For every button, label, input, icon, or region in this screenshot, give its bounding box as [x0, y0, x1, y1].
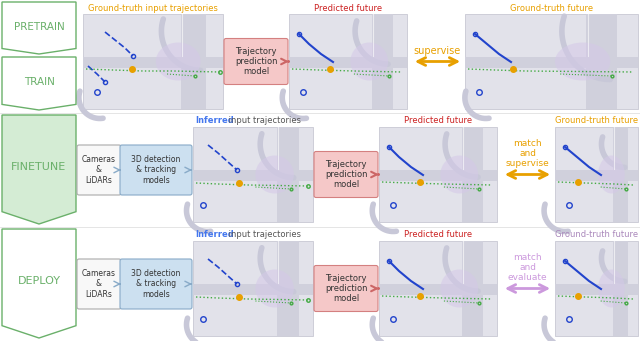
Text: TRAIN: TRAIN	[24, 77, 54, 87]
Text: input trajectories: input trajectories	[226, 230, 301, 239]
Ellipse shape	[598, 155, 625, 193]
Bar	[277, 241, 299, 336]
Text: match
and
evaluate: match and evaluate	[508, 253, 547, 282]
Text: DEPLOY: DEPLOY	[17, 276, 61, 286]
Bar	[613, 127, 628, 222]
Text: Ground-truth future: Ground-truth future	[555, 230, 638, 239]
Ellipse shape	[255, 155, 294, 193]
Bar	[193, 127, 313, 222]
FancyBboxPatch shape	[314, 151, 378, 197]
Polygon shape	[2, 2, 76, 54]
Text: Cameras
&
LiDARs: Cameras & LiDARs	[82, 155, 116, 185]
Bar	[379, 241, 497, 336]
Polygon shape	[2, 115, 76, 224]
Text: PRETRAIN: PRETRAIN	[13, 22, 65, 32]
Bar	[379, 127, 497, 222]
Ellipse shape	[555, 43, 611, 80]
Bar	[181, 14, 206, 109]
Bar	[83, 14, 223, 109]
FancyBboxPatch shape	[120, 145, 192, 195]
Text: Inferred: Inferred	[195, 230, 234, 239]
Polygon shape	[2, 229, 76, 338]
Bar	[555, 283, 638, 295]
Bar	[193, 169, 313, 180]
Text: Predicted future: Predicted future	[404, 230, 472, 239]
FancyBboxPatch shape	[77, 259, 121, 309]
Text: Inferred: Inferred	[195, 116, 234, 125]
Text: 3D detection
& tracking
models: 3D detection & tracking models	[131, 155, 180, 185]
Text: Trajectory
prediction
model: Trajectory prediction model	[235, 47, 277, 76]
Polygon shape	[2, 57, 76, 110]
Ellipse shape	[255, 269, 294, 308]
Text: input trajectories: input trajectories	[226, 116, 301, 125]
FancyBboxPatch shape	[224, 39, 288, 85]
Ellipse shape	[598, 269, 625, 308]
FancyBboxPatch shape	[120, 259, 192, 309]
Bar	[193, 283, 313, 295]
Text: 3D detection
& tracking
models: 3D detection & tracking models	[131, 269, 180, 299]
Bar	[461, 241, 483, 336]
Text: Ground-truth future: Ground-truth future	[555, 116, 638, 125]
Bar	[613, 241, 628, 336]
Bar	[555, 127, 638, 222]
Bar	[193, 241, 313, 336]
Bar	[461, 127, 483, 222]
Text: Ground-truth future: Ground-truth future	[510, 4, 593, 13]
Bar	[586, 14, 617, 109]
Text: Cameras
&
LiDARs: Cameras & LiDARs	[82, 269, 116, 299]
Text: supervise: supervise	[414, 46, 461, 57]
Text: Ground-truth input trajectories: Ground-truth input trajectories	[88, 4, 218, 13]
Bar	[555, 169, 638, 180]
FancyBboxPatch shape	[77, 145, 121, 195]
Bar	[289, 14, 407, 109]
Ellipse shape	[350, 43, 388, 80]
Text: Trajectory
prediction
model: Trajectory prediction model	[324, 273, 367, 303]
Bar	[277, 127, 299, 222]
Bar	[379, 169, 497, 180]
Text: Predicted future: Predicted future	[314, 4, 382, 13]
Text: Trajectory
prediction
model: Trajectory prediction model	[324, 160, 367, 189]
Bar	[465, 14, 638, 109]
Bar	[465, 57, 638, 68]
Bar	[555, 241, 638, 336]
Bar	[83, 57, 223, 68]
Bar	[372, 14, 393, 109]
Ellipse shape	[440, 155, 478, 193]
Ellipse shape	[440, 269, 478, 308]
FancyBboxPatch shape	[314, 266, 378, 311]
Text: match
and
supervise: match and supervise	[506, 139, 549, 168]
Text: Predicted future: Predicted future	[404, 116, 472, 125]
Text: FINETUNE: FINETUNE	[12, 162, 67, 172]
Bar	[379, 283, 497, 295]
Bar	[289, 57, 407, 68]
Ellipse shape	[156, 43, 200, 80]
